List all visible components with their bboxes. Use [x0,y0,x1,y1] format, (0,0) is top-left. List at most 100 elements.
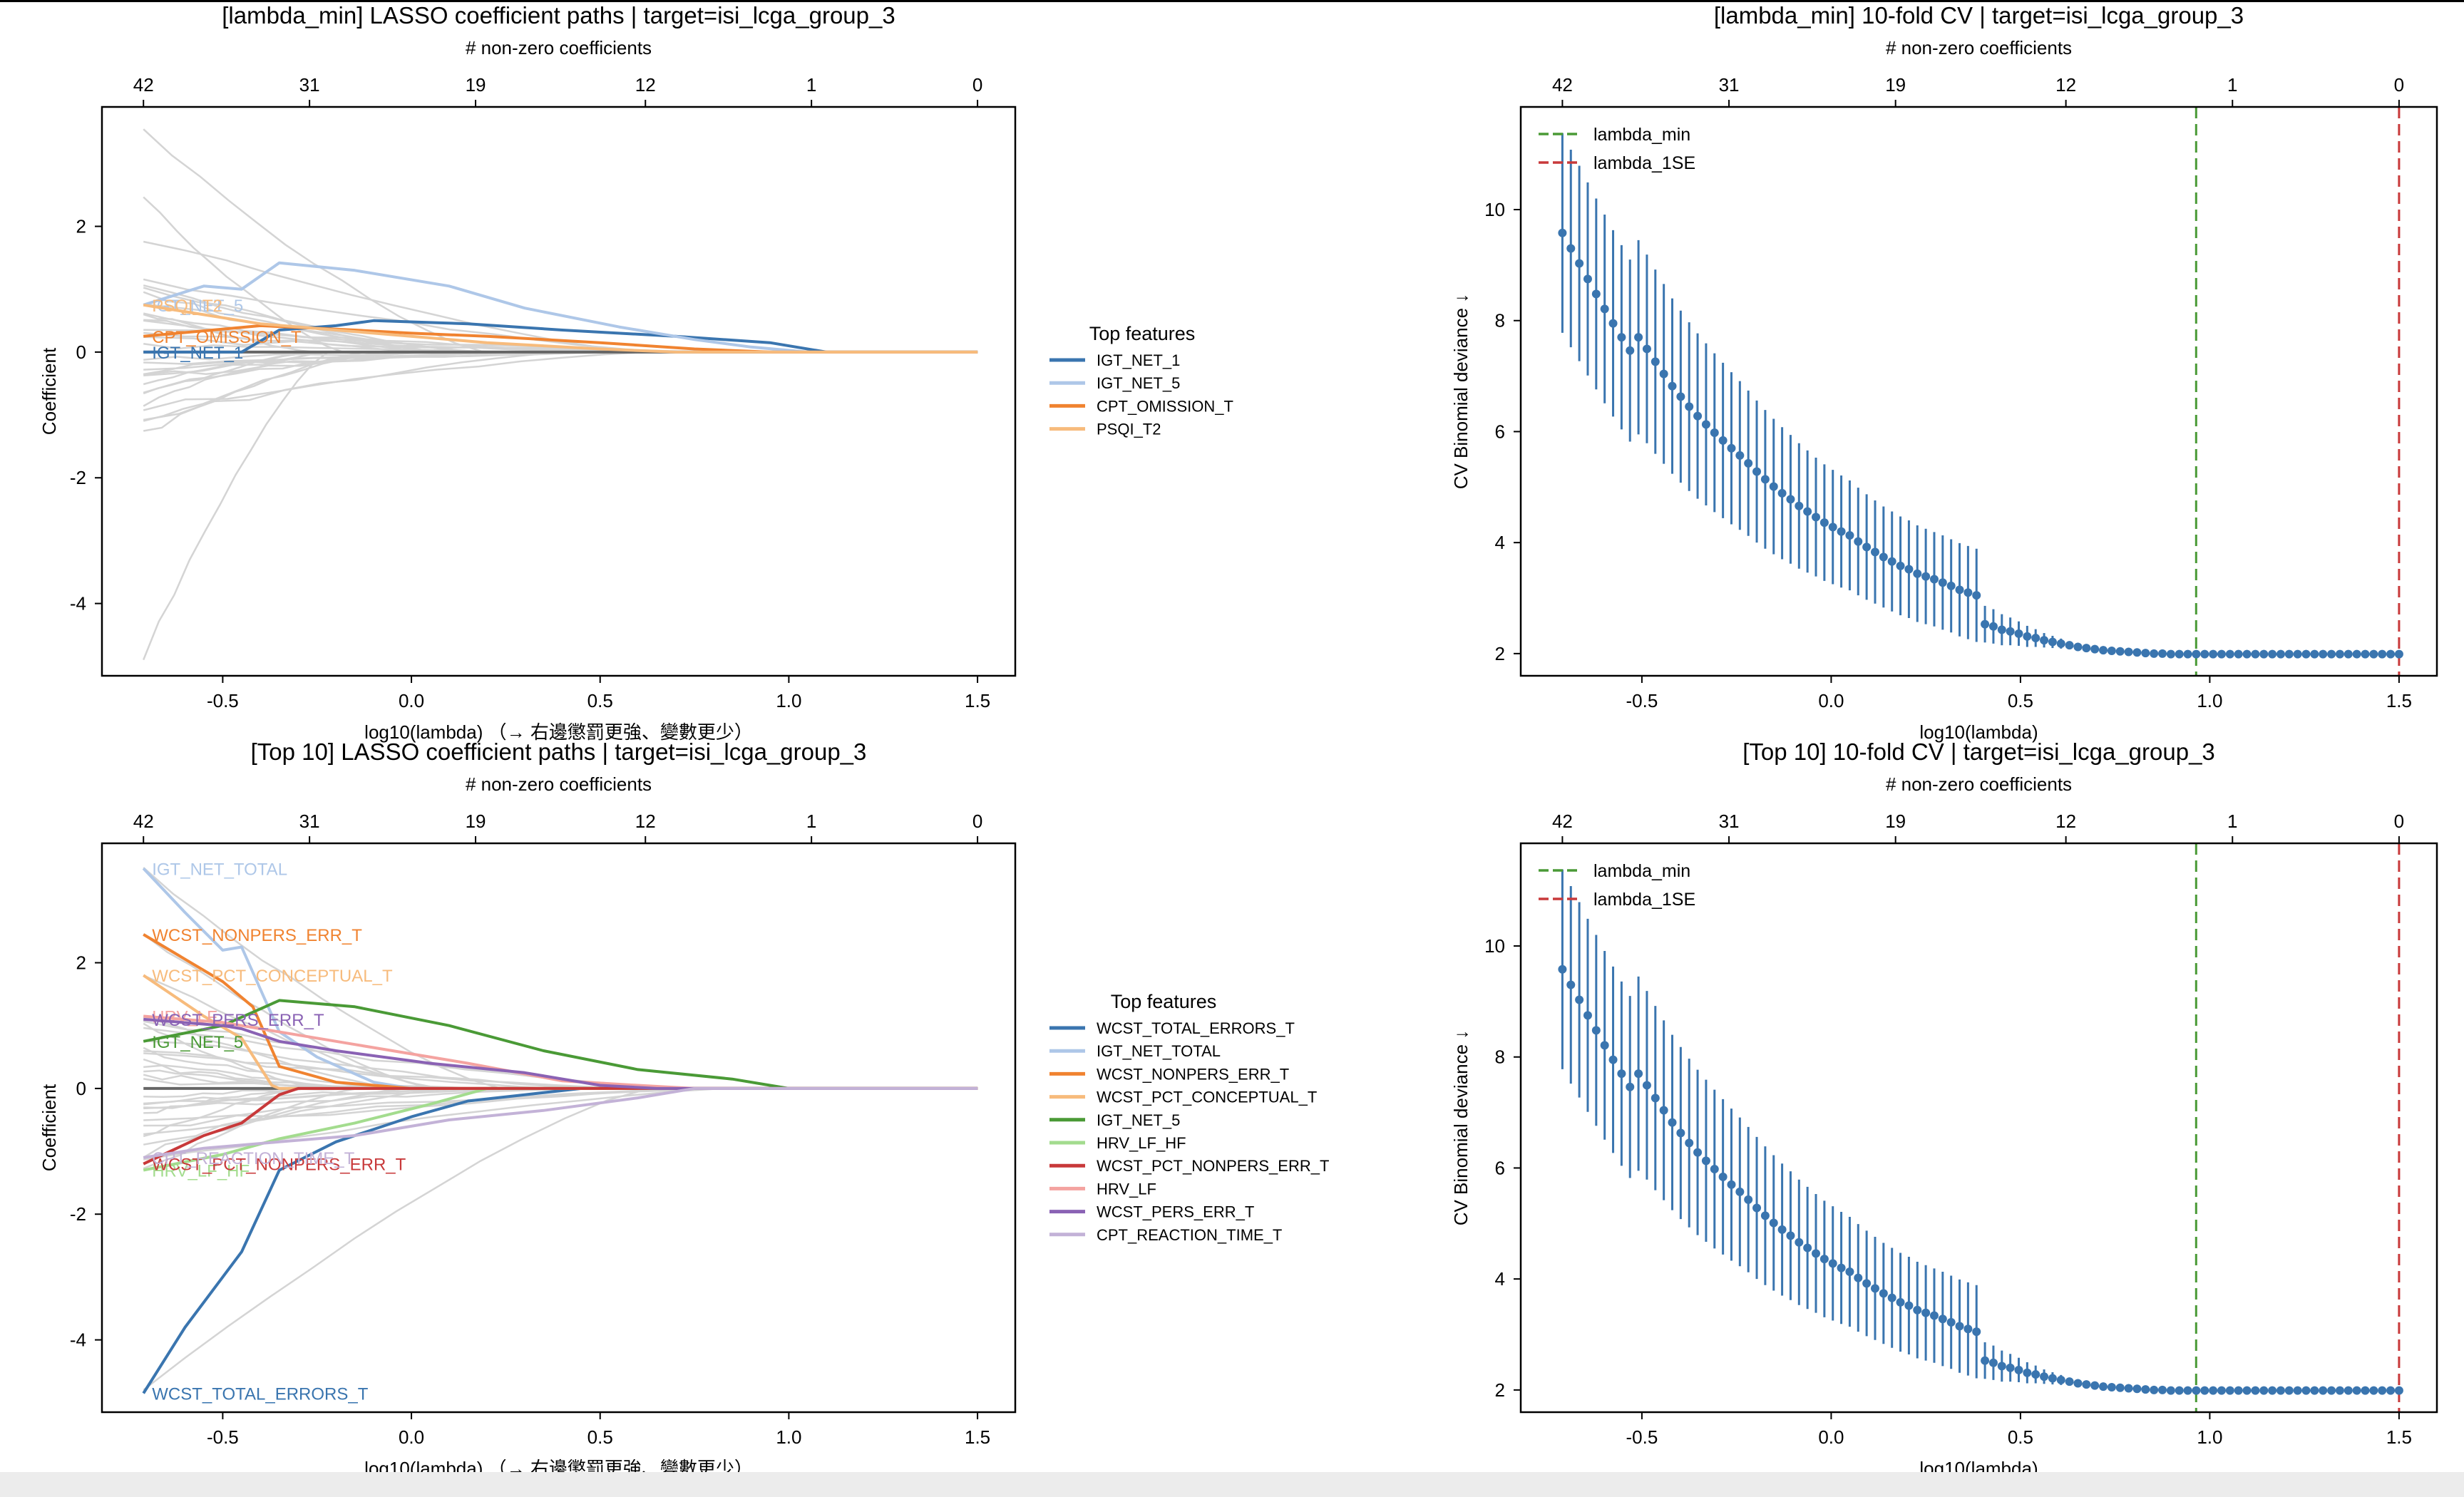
cv-point [2225,1386,2234,1395]
cv-point [2115,647,2125,656]
legend: lambda_min lambda_1SE [1539,125,1695,173]
series-label: IGT_NET_1 [152,344,243,363]
cv-point [2107,646,2116,655]
cv-point [1701,1156,1710,1166]
cv-point [2132,648,2142,657]
cv-point [1862,1279,1872,1288]
cv-point [2141,649,2150,658]
cv-point [1828,523,1837,532]
x-tick-label: -0.5 [207,690,239,711]
cv-point [1727,1180,1736,1189]
cv-point [1845,531,1854,540]
bottom-band [0,1472,2464,1497]
cv-point [2090,644,2100,654]
top-tick-label: 0 [972,74,982,96]
cv-point [1997,1362,2006,1371]
cv-point [2192,649,2201,659]
cv-point [1626,346,1635,355]
x-tick-label: 0.5 [2008,690,2033,711]
cv-point [2006,627,2015,636]
x-tick-label: 1.0 [776,1426,801,1448]
top-tick-label: 0 [2394,811,2404,832]
background-path [143,351,978,661]
cv-point [2369,649,2378,659]
cv-point [1795,1238,1804,1247]
top-axis-label: # non-zero coefficients [1886,773,2072,795]
cv-point [2158,1385,2167,1394]
cv-point [1659,1106,1668,1115]
cv-point [1896,561,1905,570]
cv-point [1812,1249,1821,1258]
top-tick-label: 12 [635,811,656,832]
cv-point [1617,333,1626,342]
series-label: IGT_NET_TOTAL [152,860,287,879]
cv-point [1777,1225,1787,1234]
cv-point [2099,646,2108,655]
cv-point [2006,1363,2015,1372]
top-tick-label: 31 [1719,811,1740,832]
series-label: WCST_PERS_ERR_T [152,1011,324,1030]
axes-frame [101,106,1017,677]
cv-point [1718,1172,1728,1181]
y-tick-label: 10 [1484,935,1505,957]
cv-point [2327,1386,2336,1395]
top-tick-label: 1 [2227,811,2237,832]
cv-point [1887,557,1896,566]
cv-point [2040,636,2049,645]
legend-label: IGT_NET_1 [1097,351,1180,369]
y-tick-label: 2 [76,952,86,974]
cv-point [2200,649,2209,659]
background-path [143,1087,978,1146]
y-tick-label: -4 [70,1329,86,1351]
cv-point [2259,1386,2269,1395]
axes-frame [101,842,1017,1414]
legend-label: CPT_OMISSION_T [1097,397,1233,415]
x-tick-label: -0.5 [1626,1426,1658,1448]
series-label: WCST_TOTAL_ERRORS_T [152,1385,369,1404]
cv-point [2073,1379,2083,1388]
x-tick-label: 0.0 [399,690,424,711]
series-line-psqi-t2 [143,303,978,354]
legend-label: WCST_TOTAL_ERRORS_T [1097,1019,1295,1037]
chart-title: [Top 10] LASSO coefficient paths | targe… [251,739,867,765]
x-tick-label: -0.5 [207,1426,239,1448]
cv-point [2319,1386,2328,1395]
cv-point [2056,1375,2065,1384]
series-line-igt-net-1 [143,319,978,354]
y-tick-label: 2 [1495,1379,1505,1401]
cv-point [1837,527,1846,536]
cv-point [2284,1386,2294,1395]
series-line-wcst-pct-nonpers-err-t [143,1086,978,1166]
x-tick-label: 1.0 [776,690,801,711]
cv-point [1710,1165,1719,1174]
cv-point [2040,1372,2049,1382]
y-tick-label: 0 [76,341,86,363]
cv-point [1963,1324,1973,1334]
legend-label: IGT_NET_5 [1097,374,1180,392]
top-tick-label: 42 [133,74,154,96]
cv-point [2310,649,2319,659]
y-tick-label: -2 [70,467,86,488]
cv-point [1591,1026,1601,1035]
cv-point [2276,1386,2285,1395]
cv-point [2335,649,2344,659]
background-path [143,1087,978,1170]
cv-point [2124,647,2133,657]
background-path [143,128,978,354]
cv-point [2014,629,2023,638]
cv-point [1946,1317,1956,1327]
axes-frame [1519,842,2438,1414]
cv-point [2268,649,2277,659]
top-axis-label: # non-zero coefficients [466,773,652,795]
cv-point [1981,1356,1990,1365]
cv-point [1803,507,1812,516]
series-label: HRV_LF_HF [152,1162,250,1181]
cv-point [1929,1311,1939,1320]
cv-point [2150,1385,2159,1394]
cv-point [2386,1386,2396,1395]
cv-point [1988,1358,1998,1367]
cv-point [2319,649,2328,659]
top-axis-label: # non-zero coefficients [1886,37,2072,58]
x-tick-label: -0.5 [1626,690,1658,711]
cv-point [1693,411,1703,421]
